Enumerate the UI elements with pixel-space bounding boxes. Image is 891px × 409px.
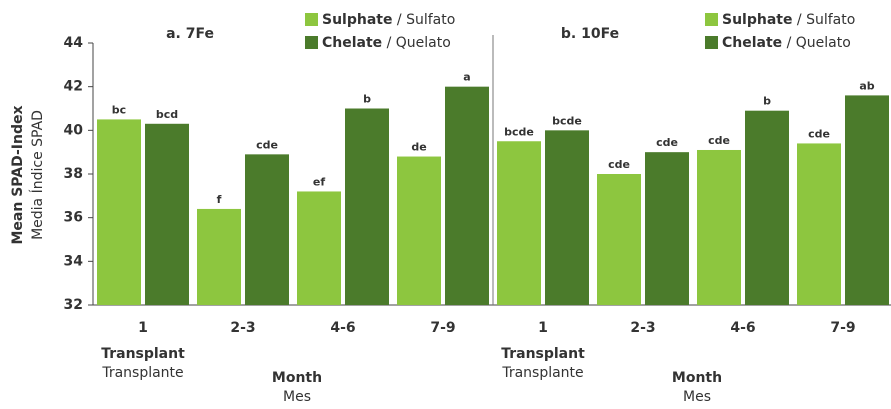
bar bbox=[297, 191, 341, 305]
x-tick-label: 2-3 bbox=[630, 320, 655, 336]
legend-swatch bbox=[305, 36, 318, 49]
x-tick-label: 2-3 bbox=[230, 320, 255, 336]
bar bbox=[497, 141, 541, 305]
bar bbox=[197, 208, 241, 305]
y-tick-label: 38 bbox=[64, 166, 83, 182]
bar-label: cde bbox=[708, 134, 730, 147]
legend-swatch bbox=[705, 36, 718, 49]
y-tick-label: 42 bbox=[64, 79, 83, 95]
bar bbox=[597, 174, 641, 305]
bar bbox=[245, 154, 289, 305]
bar bbox=[697, 149, 741, 305]
category-annotation: Transplant bbox=[101, 346, 185, 362]
legend-label: Sulphate / Sulfato bbox=[722, 12, 855, 28]
bar bbox=[397, 156, 441, 305]
x-tick-label: 4-6 bbox=[730, 320, 755, 336]
legend-swatch bbox=[305, 13, 318, 26]
bar bbox=[745, 110, 789, 305]
y-axis-label-translation: Media Índice SPAD bbox=[29, 110, 46, 240]
legend-label: Sulphate / Sulfato bbox=[322, 12, 455, 28]
x-tick-label: 1 bbox=[138, 320, 148, 336]
bar-label: cde bbox=[256, 138, 278, 151]
x-axis-label: Month bbox=[272, 370, 322, 386]
legend-swatch bbox=[705, 13, 718, 26]
bar bbox=[145, 123, 189, 306]
bar-label: bcd bbox=[156, 108, 178, 121]
bar-label: ef bbox=[313, 175, 325, 188]
y-tick-label: 40 bbox=[64, 122, 84, 138]
category-annotation-translation: Transplante bbox=[501, 365, 583, 381]
bar-label: cde bbox=[656, 136, 678, 149]
bar-label: f bbox=[217, 193, 222, 206]
x-tick-label: 7-9 bbox=[830, 320, 855, 336]
panel-title: a. 7Fe bbox=[166, 26, 214, 42]
y-tick-label: 34 bbox=[64, 253, 84, 269]
bar bbox=[445, 86, 489, 306]
x-tick-label: 7-9 bbox=[430, 320, 455, 336]
x-tick-label: 1 bbox=[538, 320, 548, 336]
x-tick-label: 4-6 bbox=[330, 320, 355, 336]
bar-label: bcde bbox=[504, 125, 534, 138]
bar-label: cde bbox=[608, 158, 630, 171]
bar-label: ab bbox=[859, 79, 874, 92]
bar-label: bc bbox=[112, 103, 126, 116]
category-annotation: Transplant bbox=[501, 346, 585, 362]
bar-label: de bbox=[411, 141, 426, 154]
bar-label: b bbox=[363, 93, 371, 106]
bar bbox=[845, 95, 889, 306]
x-axis-label-translation: Mes bbox=[683, 389, 711, 405]
bar bbox=[545, 130, 589, 305]
bar-label: a bbox=[463, 71, 470, 84]
panel-title: b. 10Fe bbox=[561, 26, 619, 42]
legend-label: Chelate / Quelato bbox=[322, 35, 451, 51]
legend-label: Chelate / Quelato bbox=[722, 35, 851, 51]
bar bbox=[97, 119, 141, 306]
category-annotation-translation: Transplante bbox=[101, 365, 183, 381]
y-tick-label: 44 bbox=[64, 35, 84, 51]
bar-label: cde bbox=[808, 127, 830, 140]
bar bbox=[645, 152, 689, 305]
bar-label: bcde bbox=[552, 114, 582, 127]
x-axis-label-translation: Mes bbox=[283, 389, 311, 405]
y-tick-label: 36 bbox=[64, 210, 83, 226]
y-axis-label: Mean SPAD-Index bbox=[10, 105, 26, 244]
bar-label: b bbox=[763, 95, 771, 108]
x-axis-label: Month bbox=[672, 370, 722, 386]
y-tick-label: 32 bbox=[64, 297, 83, 313]
bar bbox=[797, 143, 841, 305]
bar bbox=[345, 108, 389, 305]
